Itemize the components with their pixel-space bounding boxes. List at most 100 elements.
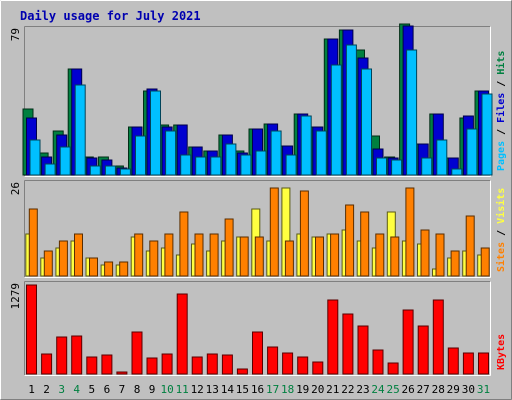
- bar-kbytes-day-31: [478, 352, 489, 375]
- x-tick-label-day-13: 13: [206, 383, 219, 396]
- legend-part: Sites: [495, 242, 507, 272]
- bar-sites-day-31: [480, 247, 490, 277]
- bar-kbytes-day-15: [236, 368, 248, 375]
- bar-kbytes-day-29: [447, 347, 459, 375]
- x-tick-label-day-9: 9: [149, 383, 156, 396]
- x-tick-label-day-22: 22: [341, 383, 354, 396]
- x-tick-label-day-18: 18: [281, 383, 294, 396]
- bar-kbytes-day-18: [282, 352, 294, 375]
- legend-part: /: [496, 224, 507, 242]
- bar-pages-day-28: [436, 139, 448, 176]
- bar-sites-day-5: [89, 257, 98, 277]
- x-tick-label-day-17: 17: [266, 383, 279, 396]
- x-tick-label-day-1: 1: [28, 383, 35, 396]
- bar-kbytes-day-9: [146, 357, 158, 375]
- bar-sites-day-17: [269, 187, 279, 277]
- bar-sites-day-25: [390, 236, 400, 277]
- bar-kbytes-day-30: [462, 352, 474, 375]
- bar-sites-day-26: [405, 187, 415, 277]
- bar-pages-day-17: [270, 130, 282, 176]
- x-tick-label-day-21: 21: [326, 383, 339, 396]
- legend-part: Pages: [496, 141, 507, 171]
- panel-bottom: 1279 KBytes: [9, 281, 507, 376]
- bar-sites-day-12: [194, 233, 204, 277]
- chart-panels: 79 Pages / Files / Hits 26 Sites / Visits 12…: [9, 23, 507, 376]
- bar-kbytes-day-20: [312, 361, 324, 375]
- bar-kbytes-day-24: [372, 349, 384, 375]
- bar-kbytes-day-3: [56, 336, 68, 375]
- x-tick-label-day-3: 3: [58, 383, 65, 396]
- x-tick-label-day-26: 26: [401, 383, 414, 396]
- bar-kbytes-day-2: [41, 353, 53, 375]
- bar-kbytes-day-13: [206, 353, 218, 375]
- bar-kbytes-day-1: [26, 284, 37, 375]
- x-tick-label-day-7: 7: [119, 383, 126, 396]
- bar-kbytes-day-10: [161, 353, 173, 375]
- bar-kbytes-day-7: [116, 371, 128, 375]
- bar-pages-day-3: [59, 146, 71, 176]
- bar-pages-day-27: [421, 157, 433, 176]
- bar-kbytes-day-14: [221, 354, 233, 375]
- x-tick-label-day-5: 5: [88, 383, 95, 396]
- bar-pages-day-4: [74, 84, 86, 176]
- bar-pages-day-8: [135, 135, 146, 176]
- y-max-label: 1279: [9, 283, 22, 310]
- bar-kbytes-day-12: [191, 356, 203, 375]
- bar-sites-day-6: [104, 261, 114, 277]
- x-axis-day-labels: 1 2 3 4 5 6 7 8 9 10 11 12 13 14 15 16 17 18 19 20 21 22 23 24 2…: [28, 383, 490, 396]
- bar-sites-day-15: [239, 236, 249, 277]
- bar-pages-day-16: [255, 150, 267, 176]
- bar-sites-day-18: [284, 240, 294, 277]
- bar-pages-day-29: [451, 168, 463, 176]
- bar-pages-day-22: [345, 44, 357, 176]
- x-tick-label-day-24: 24: [371, 383, 385, 396]
- bar-pages-day-20: [315, 130, 327, 176]
- legend-label: Sites / Visits: [495, 188, 507, 272]
- chart-title: Daily usage for July 2021: [20, 9, 201, 23]
- bar-sites-day-14: [224, 218, 234, 277]
- panel-middle: 26 Sites / Visits: [9, 180, 507, 278]
- y-max-label: 79: [9, 28, 22, 41]
- bar-sites-day-2: [43, 250, 53, 277]
- bar-pages-day-13: [210, 156, 222, 176]
- x-tick-label-day-2: 2: [43, 383, 50, 396]
- bar-kbytes-day-25: [387, 362, 399, 375]
- bar-sites-day-28: [435, 233, 445, 277]
- bar-sites-day-19: [299, 190, 309, 277]
- bar-sites-day-13: [209, 233, 219, 277]
- bar-sites-day-4: [74, 233, 83, 277]
- x-tick-label-day-31: 31: [477, 383, 490, 396]
- x-tick-label-day-10: 10: [160, 383, 173, 396]
- bar-pages-day-7: [119, 168, 131, 176]
- x-tick-label-day-19: 19: [296, 383, 309, 396]
- bar-pages-day-15: [240, 154, 252, 176]
- bar-sites-day-7: [119, 261, 129, 277]
- bar-sites-day-24: [375, 233, 385, 277]
- bar-sites-day-20: [315, 236, 324, 277]
- x-tick-label-day-16: 16: [251, 383, 264, 396]
- bar-kbytes-day-19: [297, 356, 309, 375]
- bar-kbytes-day-16: [252, 331, 263, 375]
- legend-label: Pages / Files / Hits: [495, 51, 507, 171]
- legend-part: Visits: [495, 188, 507, 224]
- bar-kbytes-day-22: [342, 313, 354, 375]
- x-tick-label-day-15: 15: [236, 383, 249, 396]
- bar-pages-day-10: [165, 130, 177, 176]
- bar-pages-day-12: [195, 156, 207, 176]
- bar-sites-day-16: [254, 236, 264, 277]
- legend-part: /: [496, 123, 507, 141]
- bar-pages-day-30: [466, 128, 478, 176]
- legend-part: Files: [495, 93, 507, 123]
- bar-sites-day-11: [179, 211, 189, 277]
- legend-part: Hits: [495, 51, 507, 75]
- x-tick-label-day-8: 8: [134, 383, 141, 396]
- bar-kbytes-day-5: [86, 356, 98, 375]
- bar-pages-day-11: [180, 154, 192, 176]
- x-tick-label-day-29: 29: [447, 383, 460, 396]
- bar-sites-day-9: [149, 240, 159, 277]
- bar-pages-day-25: [391, 159, 403, 176]
- bar-sites-day-22: [345, 204, 355, 277]
- x-tick-label-day-20: 20: [311, 383, 324, 396]
- bar-pages-day-26: [406, 49, 418, 176]
